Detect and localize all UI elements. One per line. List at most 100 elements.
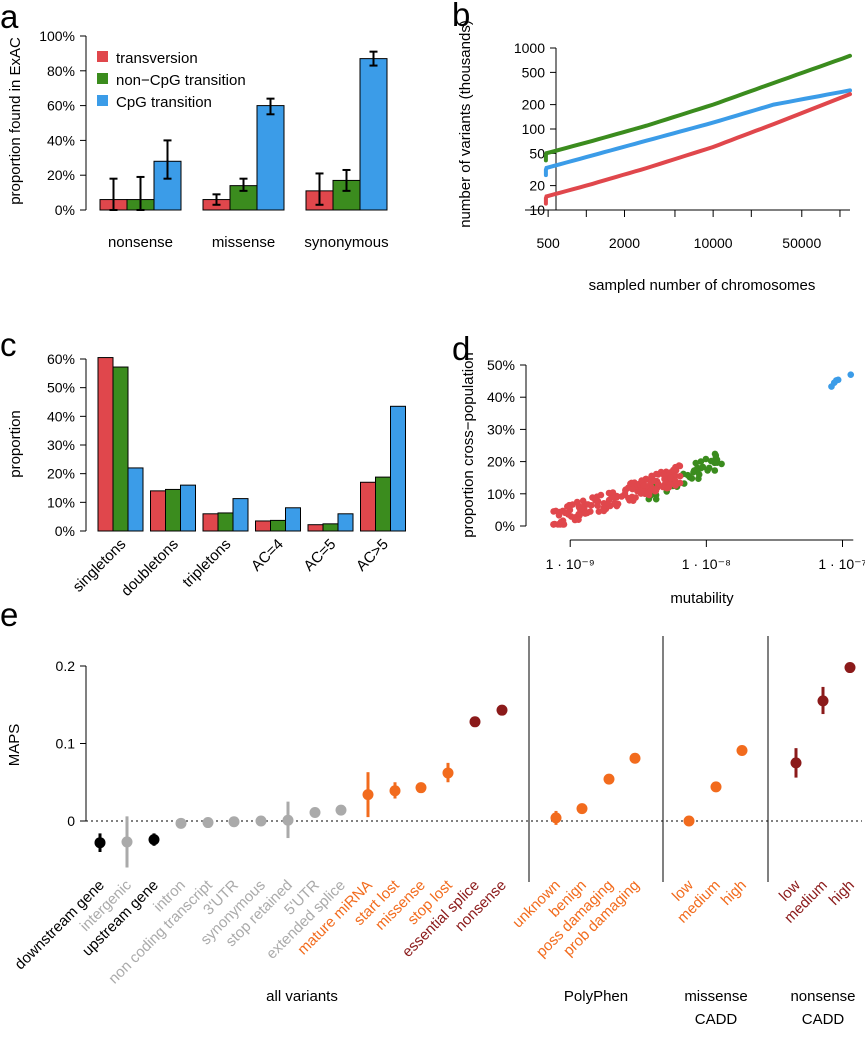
panel-e-point-low xyxy=(790,757,802,769)
panel-d-point-transversion xyxy=(652,486,659,494)
panel-e-point-start-lost xyxy=(389,785,401,797)
panel-d-ylabel: proportion cross−population xyxy=(460,352,477,538)
panel-d-point-transversion xyxy=(670,466,677,474)
panel-c-bar-tripletons-cpg-transition xyxy=(232,498,249,532)
panel-d-xlabel: mutability xyxy=(670,590,734,607)
panel-d-point-non-cpg-transition xyxy=(711,467,719,474)
panel-a-category-label: nonsense xyxy=(108,234,173,251)
panel-c-bar-ac-5-transversion xyxy=(360,481,376,532)
panel-d-point-non-cpg-transition xyxy=(695,471,703,478)
panel-c-bar-ac-5-cpg-transition xyxy=(337,513,354,532)
panel-d-point-transversion xyxy=(587,508,594,515)
panel-e-point-low xyxy=(683,815,695,827)
legend-swatch-cpg xyxy=(97,95,108,106)
panel-e-point-mature-mirna xyxy=(362,789,374,801)
panel-c-bar-ac-5-transversion xyxy=(307,524,324,532)
panel-e-y-tick-label: 0.2 xyxy=(56,658,76,674)
panel-d-point-transversion xyxy=(628,479,635,487)
panel-d-point-non-cpg-transition xyxy=(690,468,697,476)
panel-d-point-transversion xyxy=(618,493,625,500)
panel-a-category-label: missense xyxy=(212,234,275,251)
panel-letter-a: a xyxy=(0,0,19,35)
panel-letter-c: c xyxy=(0,326,17,363)
panel-d-point-non-cpg-transition xyxy=(686,473,694,481)
panel-a-y-tick-label: 100% xyxy=(39,28,75,44)
panel-d-point-non-cpg-transition xyxy=(711,450,719,458)
panel-c-category-label: AC=5 xyxy=(300,536,339,575)
panel-d-point-non-cpg-transition xyxy=(718,460,725,468)
panel-d-point-transversion xyxy=(579,497,587,505)
panel-e-point-medium xyxy=(817,695,829,707)
panel-e-point-high xyxy=(844,662,856,674)
panel-d-point-transversion xyxy=(629,485,636,493)
panel-e-category-label: high xyxy=(826,877,858,909)
panel-c-y-tick-label: 40% xyxy=(47,408,75,424)
panel-e-point-high xyxy=(736,744,748,756)
panel-b-y-tick-label: 100 xyxy=(522,121,546,137)
panel-a-y-tick-label: 20% xyxy=(47,167,75,183)
panel-d-point-transversion xyxy=(550,521,557,528)
panel-c-bar-doubletons-non-cpg-transition xyxy=(165,488,181,532)
panel-c-bar-singletons-non-cpg-transition xyxy=(112,366,129,532)
panel-d-y-tick-label: 50% xyxy=(487,357,515,373)
panel-d-point-non-cpg-transition xyxy=(702,455,710,463)
panel-d-x-tick-label: 1 · 10⁻⁷ xyxy=(818,556,865,572)
panel-b-ylabel: number of variants (thousands) xyxy=(457,20,474,228)
group-label-nonsense: nonsense xyxy=(790,988,855,1005)
panel-a-y-tick-label: 40% xyxy=(47,132,75,148)
panel-d-point-transversion xyxy=(665,484,673,491)
panel-c-chart: proportion 0%10%20%30%40%50%60%singleton… xyxy=(7,351,406,600)
panel-d-x-tick-label: 1 · 10⁻⁸ xyxy=(682,556,731,572)
panel-d-point-transversion xyxy=(578,504,586,512)
panel-b-y-tick-label: 20 xyxy=(529,178,545,194)
panel-e-point-unknown xyxy=(550,812,562,824)
panel-a-y-tick-label: 0% xyxy=(55,202,75,218)
panel-d-point-transversion xyxy=(642,475,650,483)
panel-c-y-tick-label: 50% xyxy=(47,380,75,396)
panel-d-point-transversion xyxy=(600,507,608,515)
panel-b-x-tick-label: 2000 xyxy=(609,235,640,251)
panel-d-point-cpg-transition xyxy=(834,376,842,384)
panel-d-point-transversion xyxy=(672,477,679,485)
panel-d-point-transversion xyxy=(592,497,599,504)
panel-d-point-transversion xyxy=(584,501,592,508)
panel-c-category-label: AC=4 xyxy=(248,536,287,575)
panel-a-legend: transversion non−CpG transition CpG tran… xyxy=(97,50,246,111)
panel-d-point-transversion xyxy=(561,509,569,517)
panel-e-point-intergenic xyxy=(121,836,133,848)
panel-b-x-tick-label: 10000 xyxy=(694,235,733,251)
panel-c-bar-singletons-transversion xyxy=(97,357,114,532)
legend-label-transversion: transversion xyxy=(116,50,198,67)
panel-d-point-transversion xyxy=(626,497,633,504)
panel-d-point-transversion xyxy=(611,499,618,507)
panel-b-y-tick-label: 500 xyxy=(522,64,546,80)
panel-c-y-tick-label: 60% xyxy=(47,351,75,367)
panel-c-bar-ac-5-cpg-transition xyxy=(390,405,406,532)
panel-c-bar-doubletons-cpg-transition xyxy=(180,484,196,532)
panel-c-bar-ac-5-non-cpg-transition xyxy=(322,523,339,532)
panel-d-chart: proportion cross−population mutability 0… xyxy=(460,352,865,607)
panel-d-point-non-cpg-transition xyxy=(697,458,705,465)
panel-letter-b: b xyxy=(452,0,470,33)
panel-d-y-tick-label: 10% xyxy=(487,486,515,502)
panel-d-point-cpg-transition xyxy=(847,371,855,378)
legend-label-non-cpg: non−CpG transition xyxy=(116,72,246,89)
panel-d-point-transversion xyxy=(575,516,582,523)
panel-d-y-tick-label: 20% xyxy=(487,454,515,470)
panel-e-point-synonymous xyxy=(255,815,267,827)
panel-e-category-label: high xyxy=(718,877,750,909)
panel-d-point-transversion xyxy=(556,521,564,528)
panel-e-point-extended-splice xyxy=(335,804,347,816)
panel-c-bar-ac-4-cpg-transition xyxy=(285,507,301,532)
panel-b-xlabel: sampled number of chromosomes xyxy=(589,277,816,294)
panel-d-point-non-cpg-transition xyxy=(705,464,713,472)
panel-d-y-tick-label: 0% xyxy=(495,518,515,534)
panel-e-point-intron xyxy=(175,817,187,829)
panel-d-point-transversion xyxy=(640,482,648,489)
panel-a-y-tick-label: 60% xyxy=(47,98,75,114)
panel-c-ylabel: proportion xyxy=(7,410,24,478)
panel-c-y-tick-label: 10% xyxy=(47,494,75,510)
panel-e-y-tick-label: 0.1 xyxy=(56,736,76,752)
panel-b-y-tick-label: 10 xyxy=(529,202,545,218)
panel-c-y-tick-label: 20% xyxy=(47,466,75,482)
